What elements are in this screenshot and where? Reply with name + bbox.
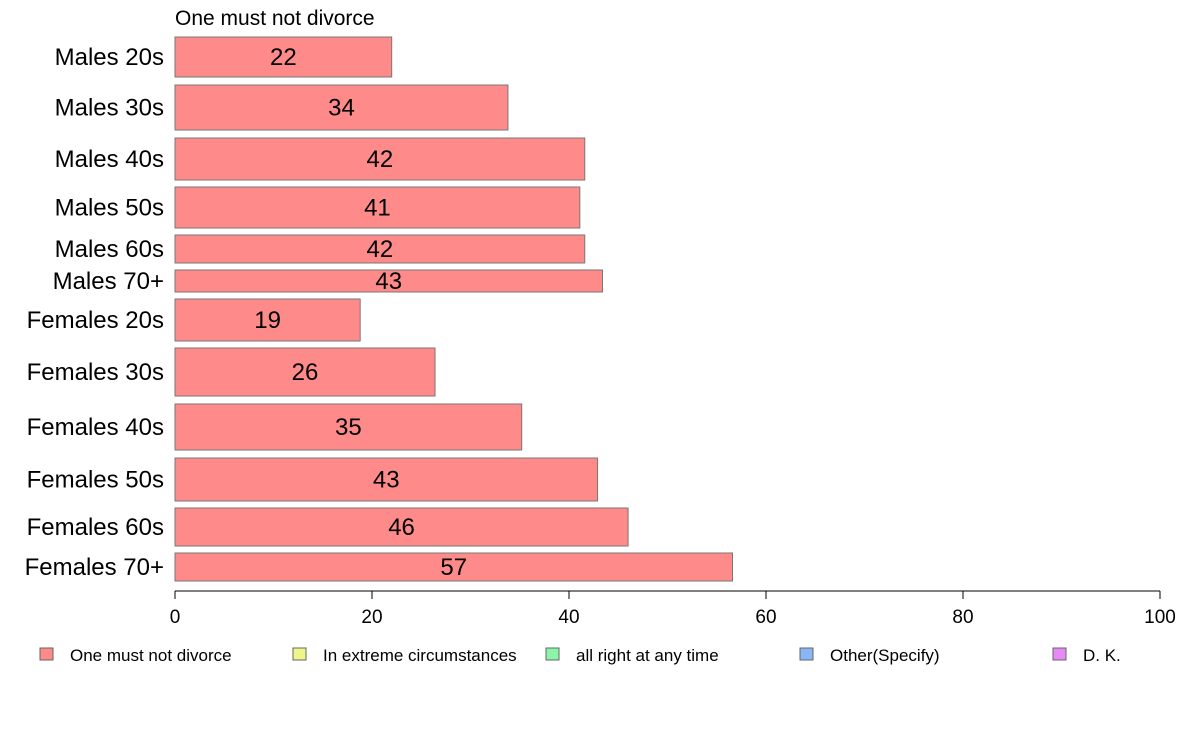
bar (174, 84, 509, 131)
legend-label: all right at any time (576, 646, 719, 665)
bar (174, 137, 586, 181)
legend-label: In extreme circumstances (323, 646, 517, 665)
bar-value-label: 19 (254, 307, 281, 334)
legend-swatch (545, 647, 560, 661)
bar (174, 507, 629, 547)
bar-value-label: 35 (335, 414, 362, 441)
x-tick-label: 60 (755, 607, 776, 628)
x-tick-label: 40 (558, 607, 579, 628)
bar-value-label: 22 (270, 44, 297, 71)
bar (174, 403, 523, 451)
bar-value-label: 57 (440, 554, 467, 581)
bar-value-label: 43 (373, 467, 400, 494)
x-tick-label: 0 (170, 607, 181, 628)
bar-value-label: 34 (328, 95, 355, 122)
bar-value-label: 42 (367, 236, 394, 263)
bar (174, 36, 393, 78)
legend: One must not divorce In extreme circumsta… (39, 646, 1121, 665)
category-label: Females 30s (27, 359, 164, 386)
bar (174, 552, 734, 582)
x-tick-label: 100 (1144, 607, 1176, 628)
category-label: Males 30s (55, 95, 164, 122)
bar (174, 347, 436, 397)
category-label: Females 70+ (25, 554, 164, 581)
bar-value-label: 43 (375, 268, 402, 295)
x-axis: 0 20 40 60 80 100 (170, 590, 1176, 628)
category-label: Males 50s (55, 195, 164, 222)
legend-label: D. K. (1083, 646, 1121, 665)
bar (174, 234, 586, 264)
category-label: Females 50s (27, 467, 164, 494)
bar (174, 186, 581, 229)
bar-value-label: 46 (388, 514, 415, 541)
bar-value-label: 42 (367, 146, 394, 173)
bar (174, 298, 361, 342)
legend-swatch (292, 647, 307, 661)
bar (174, 269, 603, 293)
category-label: Males 20s (55, 44, 164, 71)
legend-swatch (1052, 647, 1067, 661)
category-label: Females 60s (27, 514, 164, 541)
bars-group: 22 Males 20s 34 Males 30s 42 Males 40s 41 Males… (25, 36, 734, 582)
legend-swatch (39, 647, 54, 661)
category-label: Males 60s (55, 236, 164, 263)
legend-label: One must not divorce (70, 646, 232, 665)
chart-title: One must not divorce (175, 7, 375, 30)
bar-value-label: 41 (364, 195, 391, 222)
x-tick-label: 80 (952, 607, 973, 628)
category-label: Males 40s (55, 146, 164, 173)
x-tick-label: 20 (361, 607, 382, 628)
bar (174, 457, 599, 502)
legend-label: Other(Specify) (830, 646, 940, 665)
category-label: Females 20s (27, 307, 164, 334)
category-label: Females 40s (27, 414, 164, 441)
bar-value-label: 26 (292, 359, 319, 386)
category-label: Males 70+ (53, 268, 164, 295)
legend-swatch (799, 647, 814, 661)
